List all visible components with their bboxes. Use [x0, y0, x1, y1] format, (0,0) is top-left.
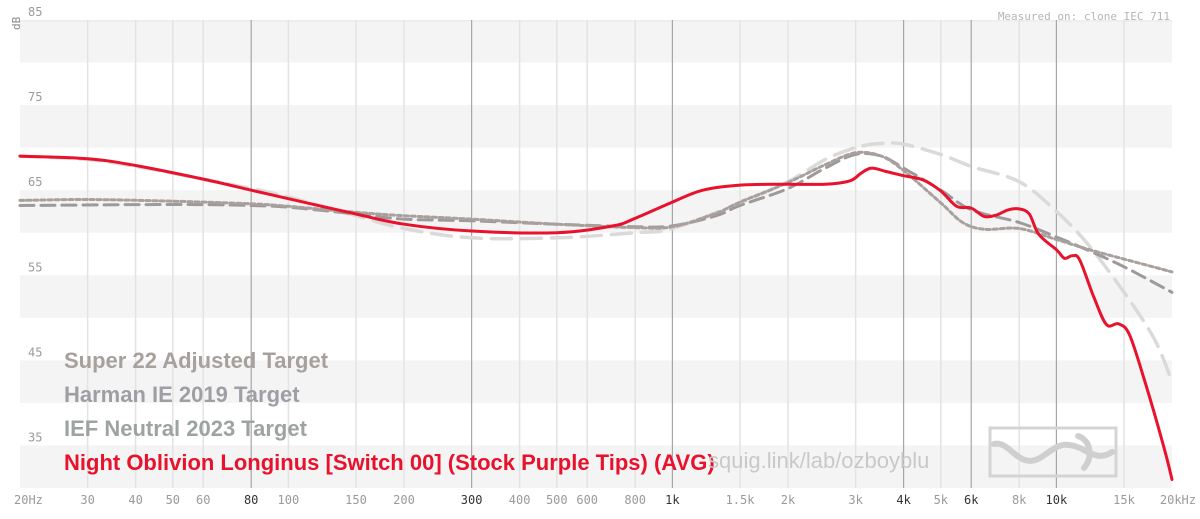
y-tick-label: 85 — [28, 5, 42, 19]
grid-bands — [20, 20, 1172, 488]
x-tick-labels: 20Hz 30 40 50 60 80 100 150 200 300 400 500 600 800 1k… — [14, 493, 1196, 507]
x-tick-label: 500 — [546, 493, 568, 507]
legend-item: Super 22 Adjusted Target — [64, 348, 329, 373]
x-tick-label: 80 — [244, 493, 258, 507]
x-tick-label: 600 — [576, 493, 598, 507]
y-tick-label: 35 — [28, 430, 42, 444]
y-tick-label: 45 — [28, 345, 42, 359]
x-tick-label: 2k — [781, 493, 796, 507]
legend-item: Harman IE 2019 Target — [64, 382, 300, 407]
grid-vertical-lines — [86, 20, 1125, 488]
grid-band — [20, 445, 1172, 488]
legend: Super 22 Adjusted Target Harman IE 2019 T… — [64, 348, 715, 475]
legend-item: IEF Neutral 2023 Target — [64, 416, 308, 441]
logo-frame — [988, 426, 1118, 478]
x-tick-label: 20Hz — [14, 493, 43, 507]
x-tick-label: 100 — [278, 493, 300, 507]
x-tick-label: 3k — [848, 493, 863, 507]
squiglink-logo — [988, 426, 1118, 478]
grid-band — [20, 360, 1172, 403]
watermark-text: squig.link/lab/ozboyblu — [708, 448, 929, 473]
y-axis-label: dB — [10, 16, 23, 30]
x-tick-label: 4k — [896, 493, 911, 507]
x-tick-label: 30 — [80, 493, 94, 507]
y-tick-label: 75 — [28, 90, 42, 104]
x-tick-label: 8k — [1012, 493, 1027, 507]
grid-top-line — [20, 20, 1172, 22]
x-tick-label: 800 — [624, 493, 646, 507]
series-line-super-22-adjusted-target — [18, 150, 1174, 274]
x-tick-label: 300 — [461, 493, 483, 507]
grid-band — [20, 275, 1172, 318]
series-lines — [18, 141, 1174, 481]
logo-wave-icon — [991, 440, 1115, 464]
x-tick-label: 20kHz — [1160, 493, 1196, 507]
x-tick-label: 15k — [1113, 493, 1135, 507]
x-tick-label: 60 — [196, 493, 210, 507]
x-tick-label: 150 — [345, 493, 367, 507]
grid-band — [20, 20, 1172, 63]
x-tick-label: 1.5k — [726, 493, 756, 507]
y-tick-label: 65 — [28, 175, 42, 189]
x-tick-label: 40 — [128, 493, 142, 507]
x-tick-label: 10k — [1046, 493, 1068, 507]
x-tick-label: 5k — [934, 493, 949, 507]
x-tick-label: 400 — [509, 493, 531, 507]
x-tick-label: 1k — [665, 493, 680, 507]
x-tick-label: 50 — [166, 493, 180, 507]
x-tick-label: 6k — [964, 493, 979, 507]
logo-curl-icon — [1075, 433, 1093, 471]
series-line-night-oblivion-longinus-switch-00-stock-purple-tips-avg — [18, 154, 1174, 481]
x-tick-label: 200 — [393, 493, 415, 507]
grid-band — [20, 105, 1172, 148]
y-tick-labels: 35 45 55 65 75 85 — [28, 5, 42, 444]
measured-on-label: Measured on: clone IEC 711 — [998, 10, 1170, 23]
y-tick-label: 55 — [28, 260, 42, 274]
legend-item: Night Oblivion Longinus [Switch 00] (Sto… — [64, 450, 715, 475]
